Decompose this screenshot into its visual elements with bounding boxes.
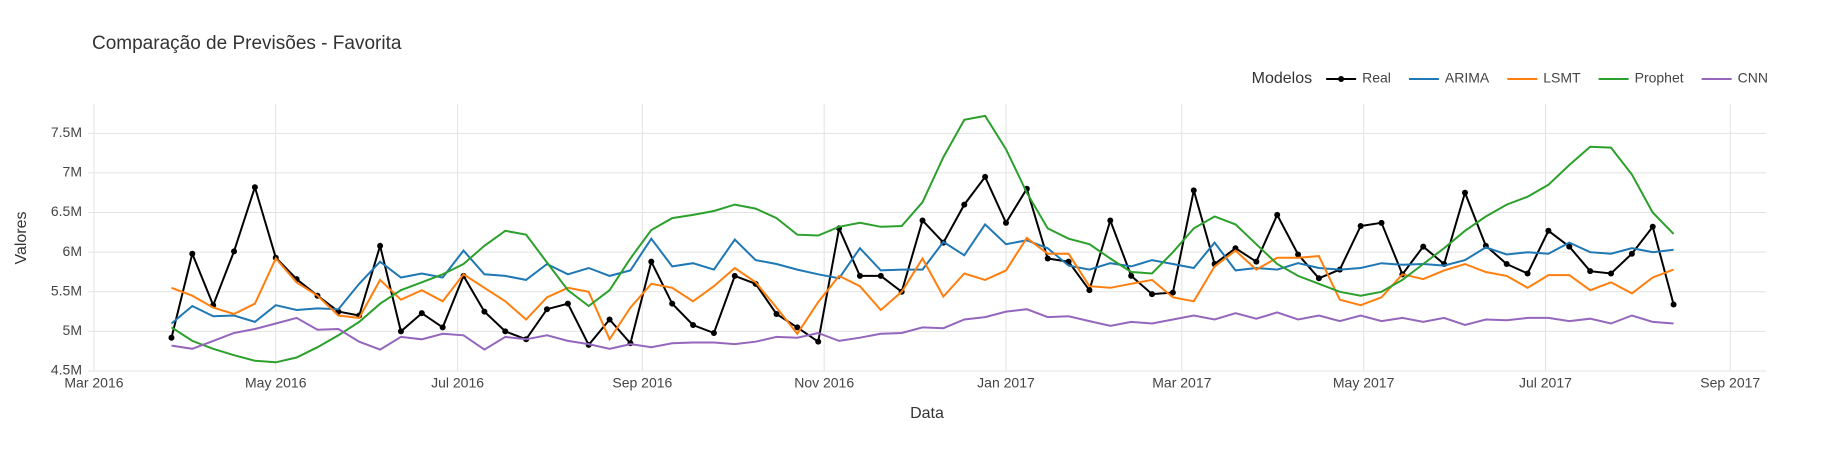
data-point — [168, 334, 175, 341]
series-line — [170, 222, 1674, 325]
y-tick-label: 6.5M — [51, 203, 82, 219]
y-tick-label: 7M — [63, 164, 82, 180]
data-point — [1357, 223, 1364, 230]
series-line — [170, 114, 1675, 364]
data-point — [1002, 219, 1009, 226]
data-point — [669, 300, 676, 307]
data-point — [773, 310, 780, 317]
data-point — [982, 173, 989, 180]
data-point — [1232, 245, 1239, 252]
x-tick-label: Jul 2017 — [1519, 375, 1572, 391]
x-tick-label: Mar 2016 — [64, 375, 123, 391]
data-point — [1628, 250, 1635, 257]
data-point — [648, 258, 655, 265]
data-point — [1461, 189, 1468, 196]
data-point — [1107, 217, 1114, 224]
data-point — [1545, 227, 1552, 234]
data-point — [231, 248, 238, 255]
data-point — [1587, 268, 1594, 275]
data-point — [1086, 287, 1093, 294]
data-point — [481, 308, 488, 315]
data-point — [543, 306, 550, 313]
data-point — [1190, 187, 1197, 194]
x-tick-label: Jan 2017 — [977, 375, 1035, 391]
data-point — [1670, 301, 1677, 308]
data-point — [418, 310, 425, 317]
data-point — [1378, 219, 1385, 226]
data-point — [815, 338, 822, 345]
data-point — [1566, 243, 1573, 250]
y-tick-label: 5M — [63, 322, 82, 338]
series-line — [171, 236, 1674, 342]
y-tick-label: 4.5M — [51, 362, 82, 378]
x-tick-label: Mar 2017 — [1152, 375, 1211, 391]
data-point — [189, 250, 196, 257]
legend-marker — [1338, 76, 1345, 82]
data-point — [564, 300, 571, 307]
y-tick-label: 7.5M — [51, 124, 82, 140]
series-line — [171, 308, 1674, 351]
x-tick-label: May 2017 — [1333, 375, 1395, 391]
data-point — [439, 324, 446, 331]
data-point — [710, 329, 717, 336]
data-point — [1315, 275, 1322, 282]
data-point — [1274, 211, 1281, 218]
legend: Modelos Real ARIMA LSMT Prophet CNN — [1252, 70, 1768, 88]
data-point — [502, 328, 509, 335]
legend-label: Prophet — [1635, 70, 1684, 86]
y-tick-label: 5.5M — [51, 282, 82, 298]
x-tick-label: Nov 2016 — [794, 375, 854, 391]
data-point — [377, 242, 384, 249]
x-tick-label: May 2016 — [245, 375, 307, 391]
legend-label: Real — [1362, 70, 1391, 86]
data-point — [1044, 255, 1051, 262]
data-point — [1295, 251, 1302, 258]
data-point — [1149, 291, 1156, 298]
y-axis-label: Valores — [13, 211, 30, 264]
data-point — [251, 184, 258, 191]
data-point — [794, 324, 801, 331]
data-point — [397, 328, 404, 335]
x-tick-label: Jul 2016 — [431, 375, 484, 391]
data-point — [1649, 223, 1656, 230]
data-point — [606, 316, 613, 323]
data-point — [961, 201, 968, 208]
x-tick-label: Sep 2017 — [1700, 375, 1760, 391]
data-point — [1608, 270, 1615, 277]
data-point — [877, 272, 884, 279]
y-tick-label: 6M — [63, 243, 82, 259]
data-point — [1503, 261, 1510, 268]
data-point — [919, 217, 926, 224]
legend-title: Modelos — [1252, 70, 1312, 87]
legend-label: CNN — [1738, 70, 1768, 86]
data-point — [1524, 270, 1531, 277]
data-point — [1253, 258, 1260, 265]
data-point — [856, 272, 863, 279]
legend-label: ARIMA — [1445, 70, 1490, 86]
x-tick-label: Sep 2016 — [612, 375, 672, 391]
legend-label: LSMT — [1543, 70, 1581, 86]
data-point — [1128, 272, 1135, 279]
data-point — [1169, 289, 1176, 296]
chart-title: Comparação de Previsões - Favorita — [92, 33, 402, 54]
data-point — [690, 322, 697, 329]
data-point — [731, 272, 738, 279]
data-point — [1420, 243, 1427, 250]
x-axis-label: Data — [910, 405, 944, 422]
